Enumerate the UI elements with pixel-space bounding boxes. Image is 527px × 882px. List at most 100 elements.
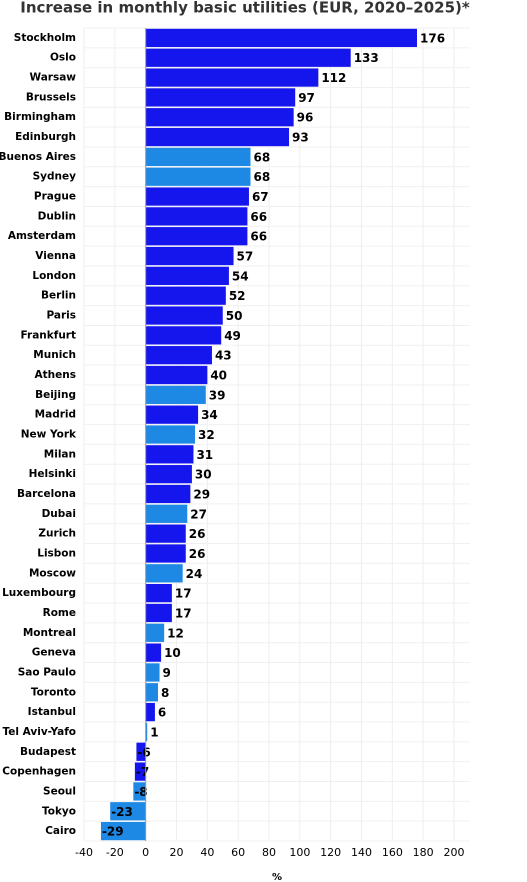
y-tick-label: London [32,270,76,282]
value-label: -29 [102,825,124,839]
value-label: 24 [186,567,203,581]
y-tick-label: Buenos Aires [0,151,76,163]
bar [145,564,183,583]
y-tick-label: Moscow [29,567,76,579]
bar [145,286,226,305]
bar [134,762,146,781]
bar [145,306,223,325]
y-tick-label: Dublin [38,210,76,222]
y-tick-label: Seoul [43,785,76,797]
value-label: 17 [175,606,192,620]
value-label: 97 [298,91,315,105]
bar [145,88,296,107]
bar [145,544,186,563]
y-tick-label: Cairo [45,825,76,837]
x-tick-label: 20 [170,846,184,859]
bar [145,484,191,504]
y-tick-label: Lisbon [37,547,76,559]
bar [145,584,172,603]
bar [145,643,162,662]
y-tick-label: Athens [35,369,76,381]
bar [145,722,148,742]
x-axis-label: % [272,872,282,882]
value-label: 50 [226,309,243,323]
value-label: 27 [190,507,207,521]
value-label: -23 [111,805,133,819]
value-label: 6 [158,706,166,720]
y-tick-label: Munich [33,349,76,361]
value-label: 49 [224,329,241,343]
bar [145,465,192,484]
x-tick-label: 160 [382,846,403,859]
x-tick-label: 180 [413,846,434,859]
bar [145,425,195,444]
bar [145,227,248,246]
value-label: 68 [254,170,271,184]
x-tick-label: -40 [75,846,93,859]
value-label: 32 [198,428,215,442]
x-tick-label: -20 [106,846,124,859]
bar [145,623,165,642]
bar [145,504,188,523]
y-tick-label: Frankfurt [21,329,76,341]
y-tick-label: Milan [44,448,76,460]
value-label: 1 [150,725,158,739]
y-tick-label: Tokyo [42,805,76,817]
x-tick-label: 40 [200,846,214,859]
x-tick-label: 140 [351,846,372,859]
value-label: 29 [193,487,210,501]
y-tick-label: Montreal [23,627,76,639]
bar [145,683,158,702]
bar [145,108,294,127]
y-tick-label: Prague [34,191,76,203]
y-tick-label: Geneva [32,647,76,659]
value-label: 93 [292,131,309,145]
y-tick-label: Sao Paulo [18,666,76,678]
value-label: 34 [201,408,218,422]
y-tick-label: New York [21,429,77,441]
bar [145,702,155,722]
y-tick-label: Warsaw [29,72,76,84]
y-tick-label: Edinburgh [15,131,76,143]
bar [145,346,212,365]
value-label: 67 [252,190,269,204]
x-tick-label: 80 [262,846,276,859]
bar [145,326,222,345]
value-label: 31 [196,448,213,462]
x-tick-label: 120 [320,846,341,859]
bar [145,147,251,167]
y-tick-label: Budapest [20,746,76,758]
y-tick-label: Paris [46,310,76,322]
value-label: 12 [167,626,184,640]
y-tick-label: Rome [43,607,76,619]
bar [145,445,194,464]
bar [145,207,248,226]
x-tick-label: 200 [444,846,465,859]
y-tick-label: Berlin [41,290,76,302]
value-label: 43 [215,349,232,363]
value-label: -7 [136,765,149,779]
bar [145,405,199,424]
y-tick-label: Luxembourg [2,587,76,599]
value-label: 26 [189,527,206,541]
y-tick-label: Zurich [38,528,76,540]
bar [145,167,251,186]
bar [145,266,229,285]
value-label: 176 [420,31,445,45]
y-tick-label: Copenhagen [2,766,76,778]
bar [100,821,146,841]
value-label: 9 [163,666,171,680]
x-tick-label: 100 [289,846,310,859]
value-label: 112 [321,71,346,85]
value-label: 66 [250,230,267,244]
bar [133,782,146,801]
y-tick-label: Helsinki [29,468,76,480]
bar [145,246,234,266]
bar [145,127,290,147]
value-label: -6 [137,745,150,759]
value-label: 26 [189,547,206,561]
y-tick-label: Beijing [35,389,76,401]
x-tick-label: 60 [231,846,245,859]
value-label: 39 [209,388,226,402]
